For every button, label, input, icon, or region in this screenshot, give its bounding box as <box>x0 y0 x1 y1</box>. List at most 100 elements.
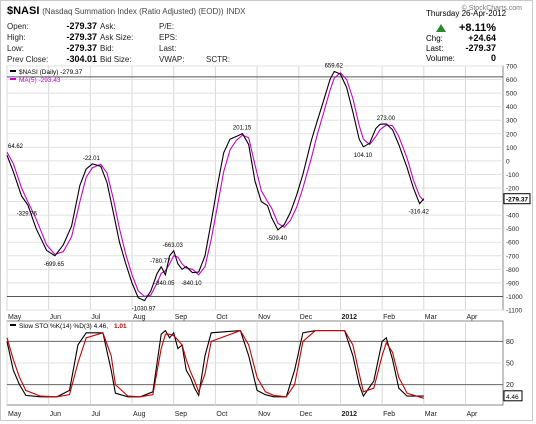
data-label: -663.03 <box>163 243 184 249</box>
main-y-tick-label: 200 <box>506 131 517 138</box>
open-label: Open: <box>7 22 29 31</box>
change-percent: +8.11% <box>458 22 496 34</box>
data-label: -329.76 <box>17 212 38 218</box>
chart-canvas: May May Jun Jun Jul Jul Aug Aug Sep Sep Oct Oct Nov N… <box>6 63 531 418</box>
volume-label: Volume: <box>426 54 455 63</box>
sto-x-tick-label: Oct <box>216 411 227 418</box>
data-label: -840.05 <box>154 281 175 287</box>
sto-legend-entry: 1.01 <box>114 323 127 330</box>
main-x-tick-label: Oct <box>216 314 227 321</box>
sto-y-tick-label: 50 <box>506 361 514 368</box>
prev-close-value: -304.01 <box>66 54 97 64</box>
ma5-line <box>6 72 425 297</box>
legend-entry: MA(5) -293.43 <box>19 77 61 84</box>
symbol-description: (Nasdaq Summation Index (Ratio Adjusted)… <box>42 7 224 16</box>
pe-label: P/E: <box>159 22 175 31</box>
nasi-price-line <box>6 70 425 302</box>
sto-x-tick-label: Sep <box>175 411 188 418</box>
main-x-tick-label: Aug <box>133 314 146 321</box>
main-y-tick-label: 700 <box>506 64 517 71</box>
main-y-tick-label: 600 <box>506 77 517 84</box>
main-x-tick-label: Apr <box>466 314 478 321</box>
sto-d-line <box>6 329 424 399</box>
data-label: 273.00 <box>377 116 396 122</box>
bid-size-label: Bid Size: <box>100 55 132 64</box>
sto-x-tick-label: Dec <box>300 411 313 418</box>
main-y-tick-label: 100 <box>506 145 517 152</box>
ask-label: Ask: <box>100 22 116 31</box>
main-x-tick-label: Nov <box>258 314 271 321</box>
last-value-tag-text: -279.37 <box>506 197 528 204</box>
main-y-tick-label: -1000 <box>506 294 523 301</box>
sto-x-tick-label: Apr <box>466 411 478 418</box>
sto-y-tick-label: 20 <box>506 382 514 389</box>
sto-x-tick-label: Aug <box>133 411 146 418</box>
bid-label: Bid: <box>100 44 114 53</box>
sto-x-tick-label: 2012 <box>341 411 357 418</box>
vwap-label: VWAP: <box>159 55 185 64</box>
data-label: -699.65 <box>44 262 65 268</box>
data-label: 659.62 <box>325 63 344 69</box>
sto-last-value-tag-text: 4.46 <box>506 394 519 401</box>
data-label: -1030.97 <box>132 307 156 313</box>
data-label: 64.62 <box>8 144 24 150</box>
data-label: 201.15 <box>233 126 252 132</box>
main-y-tick-label: -1100 <box>506 308 523 315</box>
data-label: -316.42 <box>408 210 429 216</box>
main-y-tick-label: -100 <box>506 172 519 179</box>
chg-label: Chg: <box>426 34 443 43</box>
main-y-tick-label: 500 <box>506 91 517 98</box>
main-x-tick-label: Sep <box>175 314 188 321</box>
main-y-tick-label: -600 <box>506 240 519 247</box>
brand: © StockCharts.com <box>461 5 522 12</box>
sctr-label: SCTR: <box>206 55 230 64</box>
main-x-tick-label: Feb <box>383 314 395 321</box>
main-y-tick-label: -500 <box>506 226 519 233</box>
data-label: -780.77 <box>150 259 171 265</box>
last-value-tag <box>503 193 531 205</box>
eps-label: EPS: <box>159 33 178 42</box>
sto-legend-swatch <box>10 324 16 326</box>
main-y-tick-label: -200 <box>506 186 519 193</box>
main-x-tick-label: May <box>8 314 22 321</box>
prev-close-label: Prev Close: <box>7 55 49 64</box>
sto-k-line <box>6 329 424 398</box>
data-label: -840.10 <box>181 281 202 287</box>
main-y-tick-label: -900 <box>506 280 519 287</box>
last-value: -279.37 <box>465 43 496 53</box>
data-label: -509.40 <box>267 236 288 242</box>
sto-x-tick-label: Mar <box>425 411 438 418</box>
legend-swatch <box>10 78 16 80</box>
low-value: -279.37 <box>66 43 97 53</box>
sto-x-tick-label: Feb <box>383 411 395 418</box>
sto-last-value-tag <box>503 390 523 402</box>
sto-x-tick-label: Jun <box>50 411 61 418</box>
main-x-tick-label: Jul <box>91 314 100 321</box>
high-label: High: <box>7 33 26 42</box>
last-label: Last: <box>426 44 444 53</box>
high-value: -279.37 <box>66 32 97 42</box>
ask-size-label: Ask Size: <box>100 33 134 42</box>
data-label: -22.01 <box>83 156 101 162</box>
chg-value: +24.64 <box>468 33 496 43</box>
legend-entry: $NASI (Daily) -279.37 <box>19 69 83 76</box>
main-x-tick-label: Jun <box>50 314 61 321</box>
main-x-tick-label: Dec <box>300 314 313 321</box>
sto-x-tick-label: Nov <box>258 411 271 418</box>
last-quote-label: Last: <box>159 44 177 53</box>
symbol: $NASI <box>7 5 40 17</box>
chart-title: $NASI (Nasdaq Summation Index (Ratio Adj… <box>7 5 246 17</box>
sto-legend-entry: Slow STO %K(14) %D(3) 4.46, <box>19 323 108 330</box>
legend-swatch <box>10 70 16 72</box>
volume-value: 0 <box>490 53 496 63</box>
main-x-tick-label: Mar <box>425 314 438 321</box>
low-label: Low: <box>7 44 24 53</box>
sto-x-tick-label: Jul <box>91 411 100 418</box>
main-y-tick-label: 300 <box>506 118 517 125</box>
main-y-tick-label: -800 <box>506 267 519 274</box>
main-y-tick-label: 0 <box>506 158 510 165</box>
sto-x-tick-label: May <box>8 411 22 418</box>
main-y-tick-label: -700 <box>506 253 519 260</box>
data-label: 104.10 <box>354 153 373 159</box>
